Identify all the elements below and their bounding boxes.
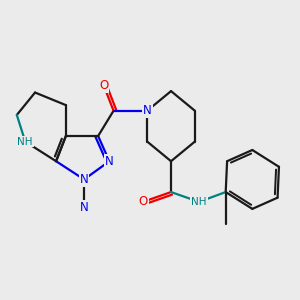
Text: N: N	[143, 104, 152, 117]
Text: O: O	[138, 195, 148, 208]
Text: N: N	[105, 155, 114, 168]
Text: N: N	[105, 155, 114, 168]
Text: O: O	[99, 79, 108, 92]
Text: NH: NH	[191, 197, 207, 207]
Text: N: N	[80, 201, 88, 214]
Text: N: N	[80, 173, 88, 186]
Text: N: N	[80, 173, 88, 186]
Text: NH: NH	[17, 136, 33, 147]
